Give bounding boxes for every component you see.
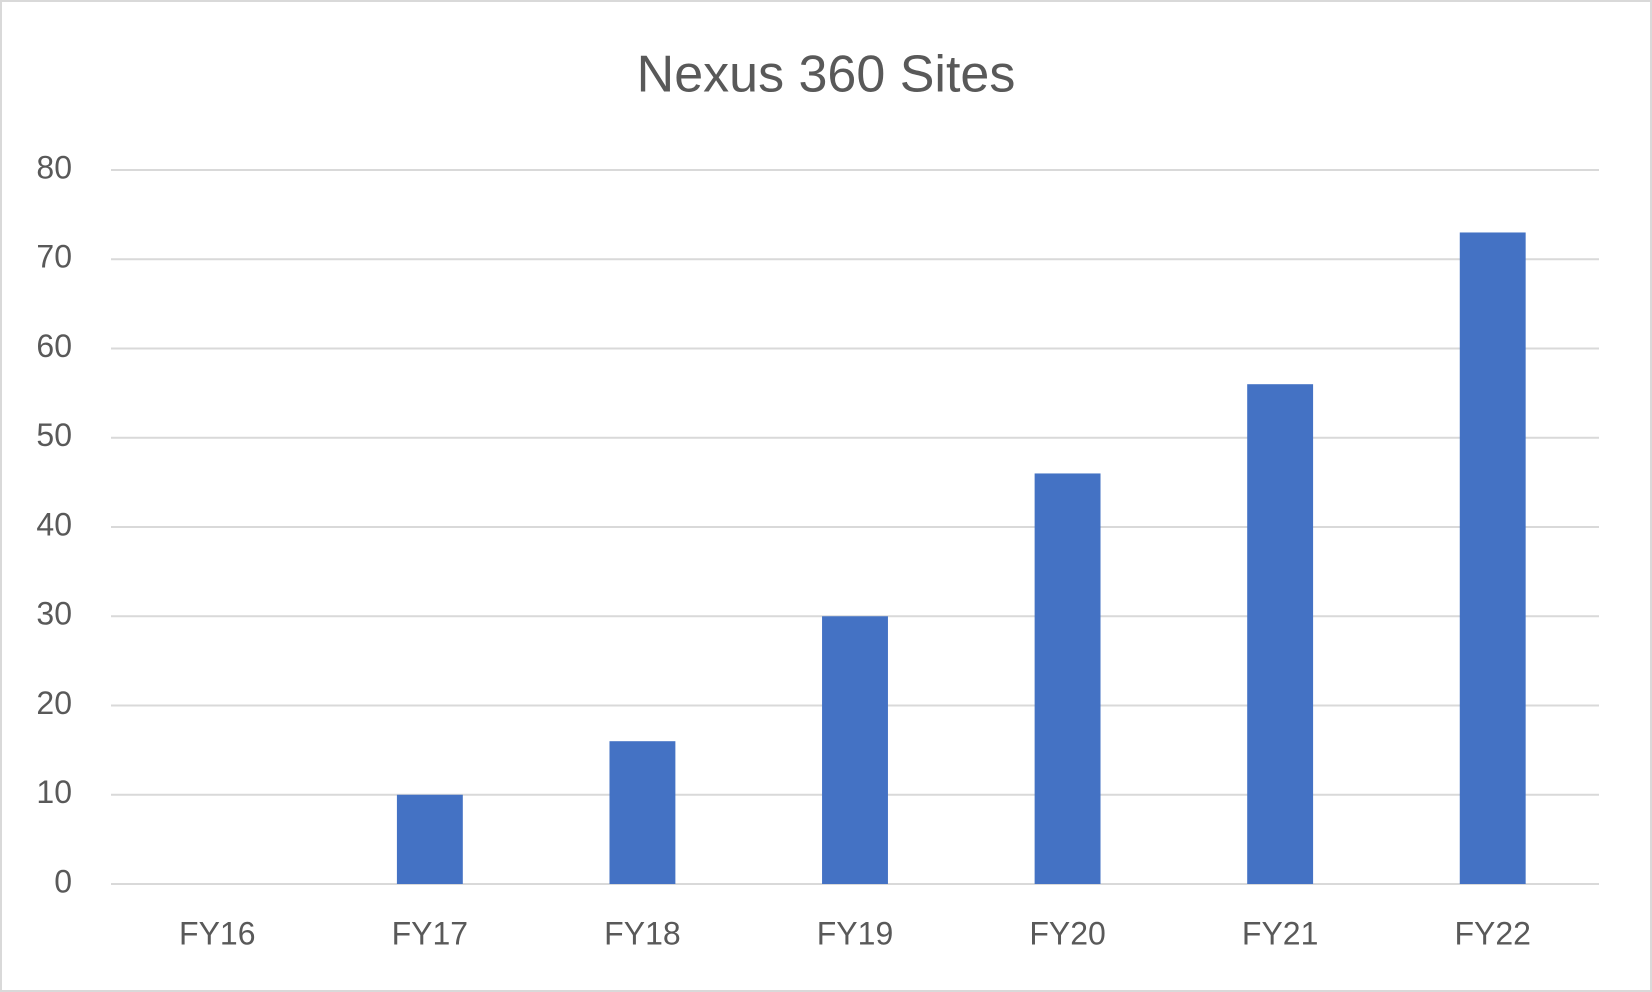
- x-tick-label: FY16: [179, 915, 255, 951]
- x-tick-label: FY17: [392, 915, 468, 951]
- y-tick-label: 30: [36, 596, 72, 632]
- bar: [822, 616, 888, 884]
- x-tick-label: FY22: [1454, 915, 1530, 951]
- y-tick-label: 60: [36, 328, 72, 364]
- bar: [1459, 232, 1526, 885]
- bar: [396, 794, 463, 884]
- y-tick-label: 40: [36, 506, 72, 542]
- y-tick-label: 50: [36, 417, 72, 453]
- y-tick-label: 0: [54, 863, 72, 899]
- x-tick-label: FY18: [604, 915, 680, 951]
- y-tick-label: 20: [36, 685, 72, 721]
- chart-title: Nexus 360 Sites: [637, 46, 1016, 104]
- y-tick-label: 70: [36, 239, 72, 275]
- x-tick-label: FY19: [817, 915, 893, 951]
- bar: [609, 741, 676, 884]
- x-tick-label: FY20: [1029, 915, 1105, 951]
- x-tick-label: FY21: [1242, 915, 1318, 951]
- bar: [1034, 473, 1101, 884]
- bar: [1247, 384, 1314, 884]
- y-tick-label: 10: [36, 774, 72, 810]
- y-tick-label: 80: [36, 149, 72, 185]
